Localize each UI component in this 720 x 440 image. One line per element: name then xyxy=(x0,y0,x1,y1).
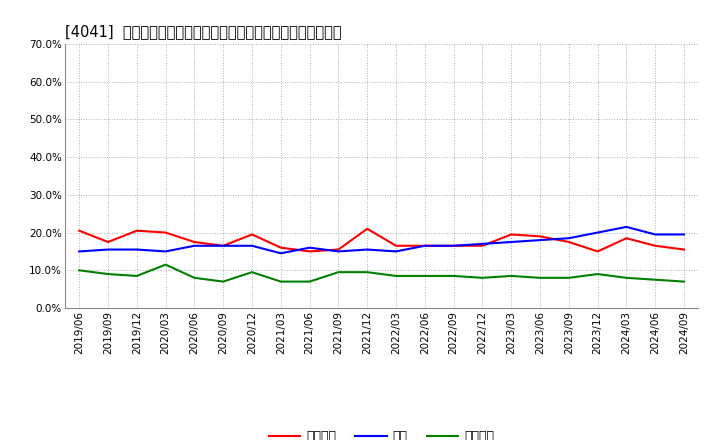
在庫 xyxy=(219,243,228,249)
売上債権 xyxy=(651,243,660,249)
売上債権 xyxy=(276,245,285,250)
売上債権 xyxy=(392,243,400,249)
売上債権 xyxy=(190,239,199,245)
在庫 xyxy=(363,247,372,252)
Legend: 売上債権, 在庫, 買入債務: 売上債権, 在庫, 買入債務 xyxy=(264,425,499,440)
買入債務 xyxy=(161,262,170,267)
売上債権 xyxy=(449,243,458,249)
買入債務 xyxy=(420,273,429,279)
在庫 xyxy=(334,249,343,254)
在庫 xyxy=(132,247,141,252)
売上債権 xyxy=(248,232,256,237)
在庫 xyxy=(478,241,487,246)
在庫 xyxy=(651,232,660,237)
在庫 xyxy=(190,243,199,249)
在庫 xyxy=(420,243,429,249)
売上債権 xyxy=(219,243,228,249)
買入債務 xyxy=(190,275,199,280)
買入債務 xyxy=(478,275,487,280)
売上債権 xyxy=(680,247,688,252)
在庫 xyxy=(104,247,112,252)
売上債権 xyxy=(507,232,516,237)
売上債権 xyxy=(564,239,573,245)
在庫 xyxy=(161,249,170,254)
買入債務 xyxy=(75,268,84,273)
買入債務 xyxy=(305,279,314,284)
売上債権 xyxy=(75,228,84,233)
在庫 xyxy=(680,232,688,237)
Text: [4041]  売上債権、在庫、買入債務の総資産に対する比率の推移: [4041] 売上債権、在庫、買入債務の総資産に対する比率の推移 xyxy=(65,24,341,39)
在庫 xyxy=(305,245,314,250)
買入債務 xyxy=(622,275,631,280)
売上債権 xyxy=(593,249,602,254)
買入債務 xyxy=(536,275,544,280)
在庫 xyxy=(75,249,84,254)
在庫 xyxy=(593,230,602,235)
買入債務 xyxy=(132,273,141,279)
在庫 xyxy=(536,238,544,243)
在庫 xyxy=(248,243,256,249)
買入債務 xyxy=(507,273,516,279)
買入債務 xyxy=(334,270,343,275)
買入債務 xyxy=(276,279,285,284)
買入債務 xyxy=(392,273,400,279)
在庫 xyxy=(622,224,631,230)
在庫 xyxy=(564,235,573,241)
売上債権 xyxy=(132,228,141,233)
売上債権 xyxy=(305,249,314,254)
在庫 xyxy=(449,243,458,249)
買入債務 xyxy=(363,270,372,275)
売上債権 xyxy=(363,226,372,231)
売上債権 xyxy=(334,247,343,252)
買入債務 xyxy=(680,279,688,284)
買入債務 xyxy=(248,270,256,275)
買入債務 xyxy=(104,271,112,277)
売上債権 xyxy=(478,243,487,249)
売上債権 xyxy=(104,239,112,245)
買入債務 xyxy=(219,279,228,284)
在庫 xyxy=(392,249,400,254)
Line: 買入債務: 買入債務 xyxy=(79,264,684,282)
在庫 xyxy=(276,251,285,256)
Line: 売上債権: 売上債権 xyxy=(79,229,684,251)
在庫 xyxy=(507,239,516,245)
Line: 在庫: 在庫 xyxy=(79,227,684,253)
売上債権 xyxy=(420,243,429,249)
売上債権 xyxy=(161,230,170,235)
買入債務 xyxy=(593,271,602,277)
買入債務 xyxy=(564,275,573,280)
売上債権 xyxy=(536,234,544,239)
売上債権 xyxy=(622,235,631,241)
買入債務 xyxy=(449,273,458,279)
買入債務 xyxy=(651,277,660,282)
